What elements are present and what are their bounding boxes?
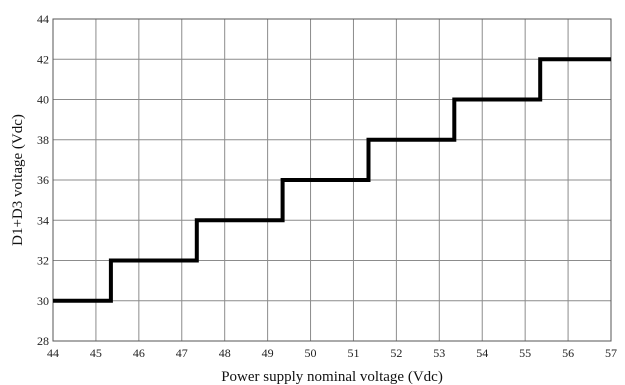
y-tick-label: 38 bbox=[37, 133, 49, 147]
x-tick-label: 48 bbox=[219, 346, 231, 360]
x-tick-label: 44 bbox=[47, 346, 59, 360]
x-tick-label: 56 bbox=[562, 346, 574, 360]
y-tick-label: 36 bbox=[37, 173, 49, 187]
y-tick-label: 34 bbox=[37, 213, 49, 227]
x-tick-label: 49 bbox=[262, 346, 274, 360]
y-axis-ticks: 28 30 32 34 36 38 40 42 44 bbox=[37, 12, 49, 348]
x-tick-label: 57 bbox=[605, 346, 617, 360]
x-axis-title: Power supply nominal voltage (Vdc) bbox=[221, 369, 443, 385]
y-tick-label: 40 bbox=[37, 93, 49, 107]
x-tick-label: 52 bbox=[390, 346, 402, 360]
x-tick-label: 55 bbox=[519, 346, 531, 360]
x-tick-label: 53 bbox=[433, 346, 445, 360]
series-layer bbox=[53, 57, 611, 303]
y-axis-title: D1+D3 voltage (Vdc) bbox=[10, 114, 26, 246]
x-tick-label: 51 bbox=[347, 346, 359, 360]
y-tick-label: 44 bbox=[37, 12, 49, 26]
x-tick-label: 47 bbox=[176, 346, 188, 360]
y-tick-label: 30 bbox=[37, 294, 49, 308]
x-axis-ticks: 44 45 46 47 48 49 50 51 52 53 54 55 56 57 bbox=[47, 346, 617, 360]
y-tick-label: 32 bbox=[37, 254, 49, 268]
x-tick-label: 54 bbox=[476, 346, 488, 360]
x-tick-label: 45 bbox=[90, 346, 102, 360]
y-tick-label: 28 bbox=[37, 334, 49, 348]
plot-area-frame bbox=[52, 18, 612, 342]
x-tick-label: 46 bbox=[133, 346, 145, 360]
y-tick-label: 42 bbox=[37, 52, 49, 66]
x-tick-label: 50 bbox=[305, 346, 317, 360]
step-series-line bbox=[53, 57, 611, 303]
